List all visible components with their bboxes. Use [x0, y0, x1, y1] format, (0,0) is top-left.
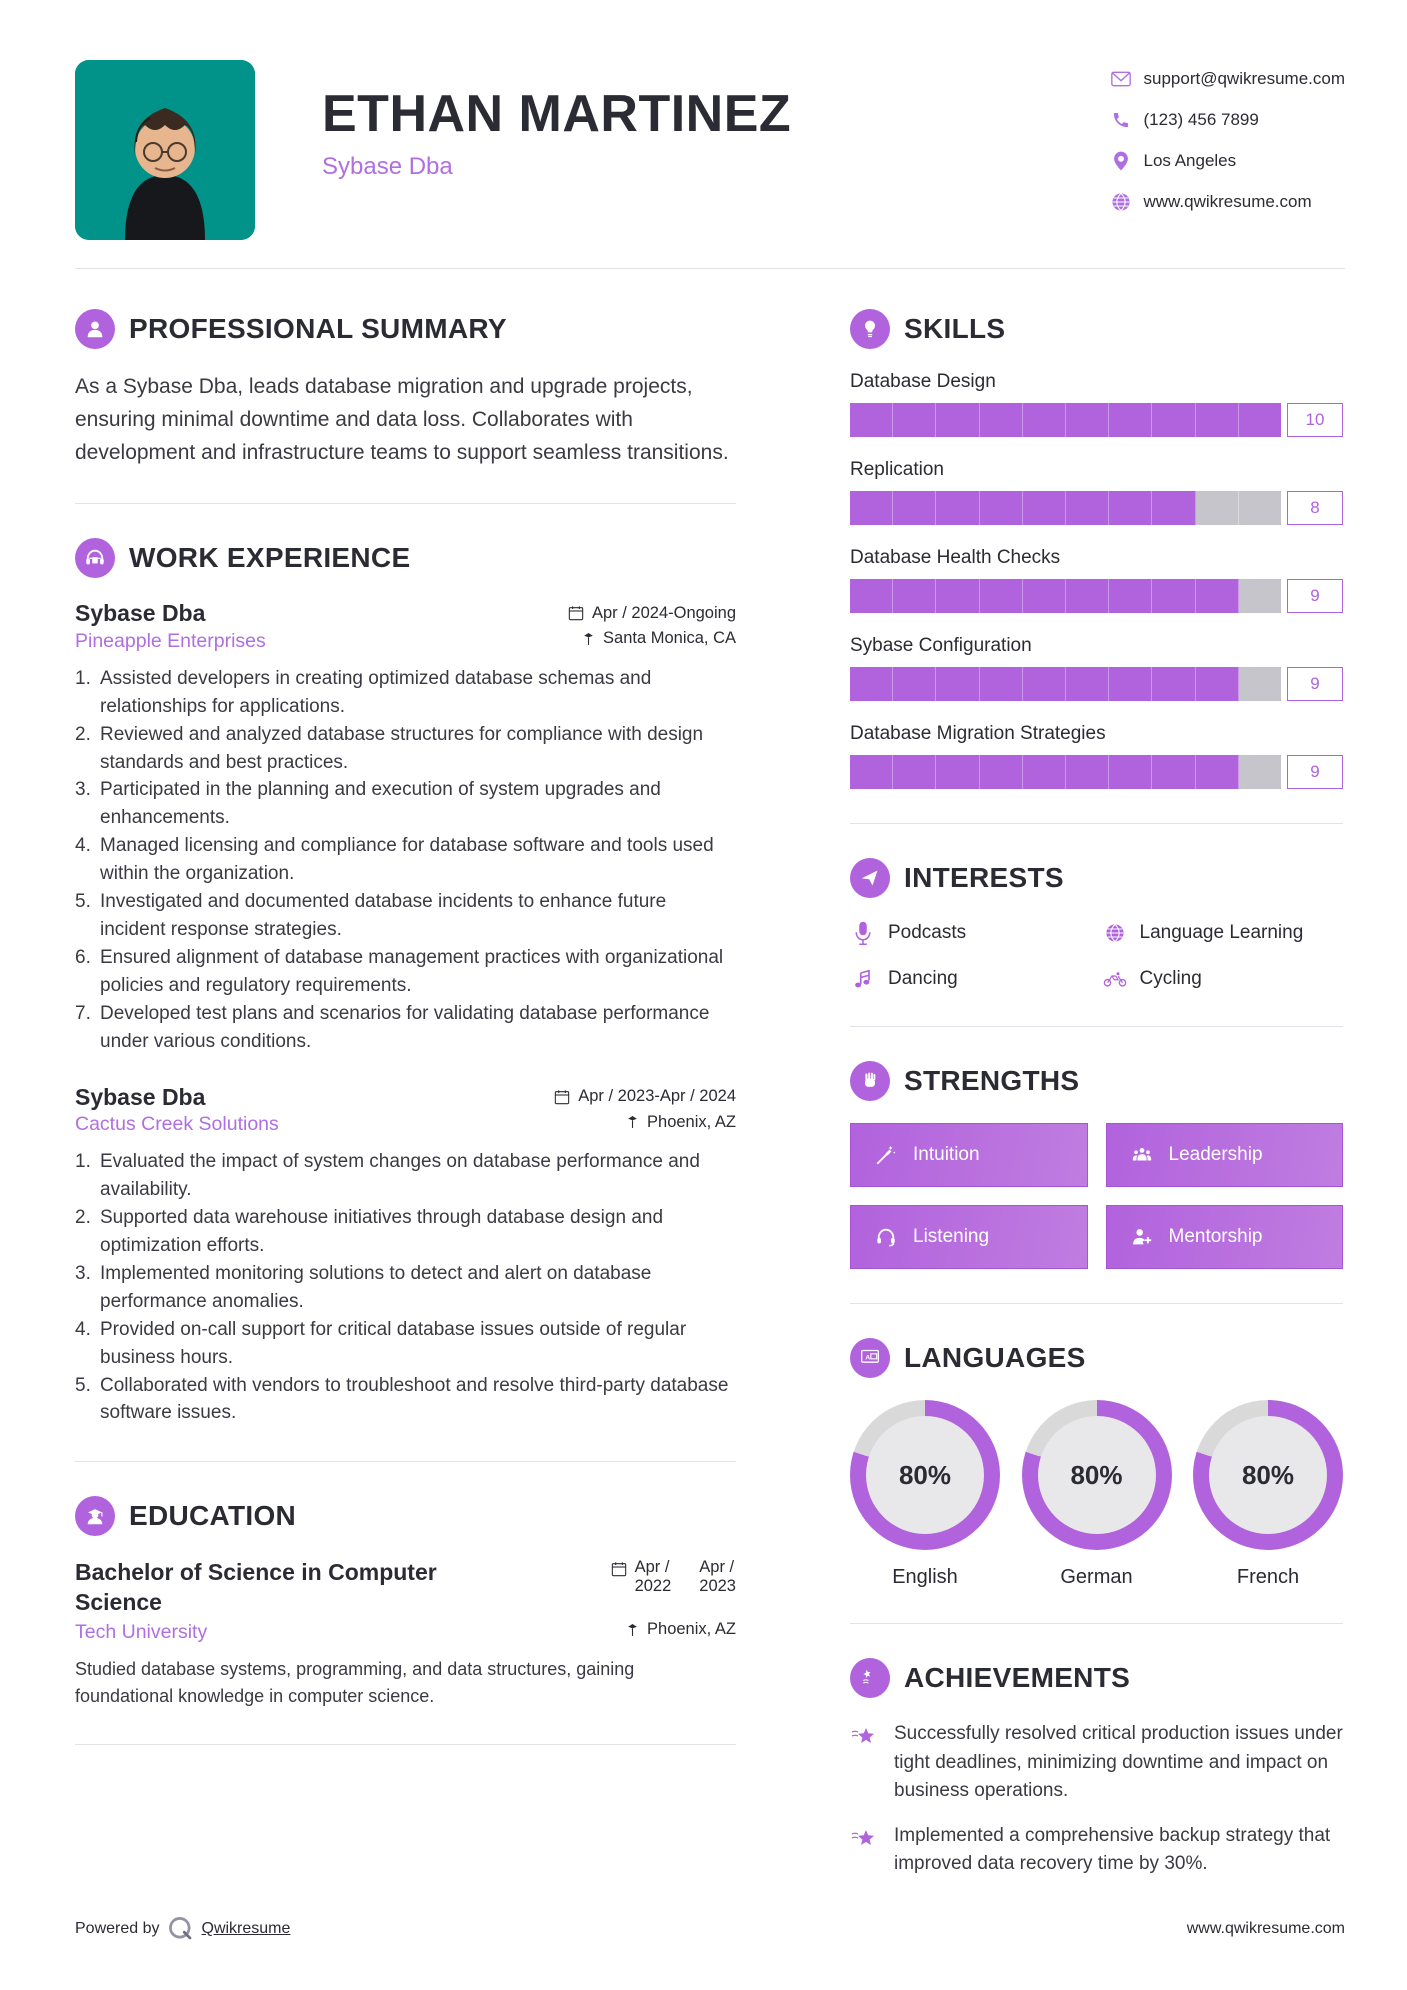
svg-text:A: A [865, 1354, 870, 1361]
